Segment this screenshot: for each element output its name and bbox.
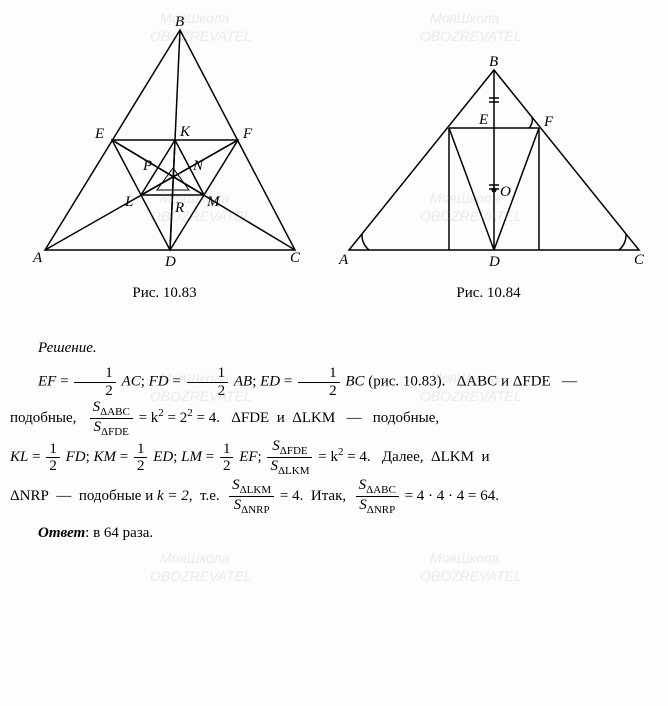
label-D: D (164, 254, 176, 270)
solution-line-1: EF = 12 AC; FD = 12 AB; ED = 12 BC (рис.… (10, 365, 658, 399)
figure-2: A B C D E F O Рис. 10.84 (334, 50, 644, 302)
label-N: N (192, 158, 204, 174)
label-L: L (124, 194, 133, 210)
seg-AC: AC (122, 373, 141, 389)
label-R: R (174, 200, 184, 216)
figure-2-svg: A B C D E F O (334, 50, 644, 270)
label2-C: C (634, 252, 644, 268)
tri-LKM: ΔLKM (292, 410, 335, 426)
answer-label: Ответ (38, 525, 85, 541)
seg-BC: BC (345, 373, 364, 389)
label-C: C (290, 250, 301, 266)
label2-E: E (478, 112, 488, 128)
ref-1083: (рис. 10.83). (368, 373, 445, 389)
tri-FDE: ΔFDE (513, 373, 551, 389)
label-E: E (94, 126, 104, 142)
figure-1: A B C D E F K L M N P R Рис. 10.83 (25, 10, 305, 302)
seg-AB: AB (234, 373, 252, 389)
figure-1-caption: Рис. 10.83 (25, 285, 305, 302)
watermark-text: МояШкола (160, 550, 229, 566)
solution-block: Решение. EF = 12 AC; FD = 12 AB; ED = 12… (10, 332, 658, 550)
label2-B: B (489, 54, 498, 70)
answer-line: Ответ: в 64 раза. (10, 517, 658, 550)
watermark-text: OBOZREVATEL (420, 568, 522, 584)
watermark-text: OBOZREVATEL (150, 568, 252, 584)
watermark-text: МояШкола (430, 550, 499, 566)
label2-A: A (338, 252, 349, 268)
tri-FDE-2: ΔFDE (231, 410, 269, 426)
figure-1-svg: A B C D E F K L M N P R (25, 10, 305, 270)
label2-O: O (500, 184, 511, 200)
label-A: A (32, 250, 43, 266)
answer-text: : в 64 раза. (85, 525, 153, 541)
label-K: K (179, 124, 191, 140)
label2-F: F (543, 114, 554, 130)
label-B: B (175, 14, 184, 30)
label-M: M (206, 194, 221, 210)
seg-ED: ED (260, 373, 280, 389)
solution-line-2: подобные, SΔABC SΔFDE = k2 = 22 = 4. ΔFD… (10, 399, 658, 438)
solution-line-4: ΔNRP — подобные и k = 2, т.е. SΔLKM SΔNR… (10, 477, 658, 516)
label2-D: D (488, 254, 500, 270)
figure-2-caption: Рис. 10.84 (334, 285, 644, 302)
seg-FD: FD (149, 373, 169, 389)
tri-ABC: ΔABC (457, 373, 498, 389)
label-P: P (142, 158, 152, 174)
solution-header: Решение. (10, 332, 658, 365)
solution-line-3: KL = 12 FD; KM = 12 ED; LM = 12 EF; SΔFD… (10, 438, 658, 477)
figures-row: A B C D E F K L M N P R Рис. 10.83 (10, 10, 658, 302)
seg-EF: EF (38, 373, 56, 389)
label-F: F (242, 126, 253, 142)
